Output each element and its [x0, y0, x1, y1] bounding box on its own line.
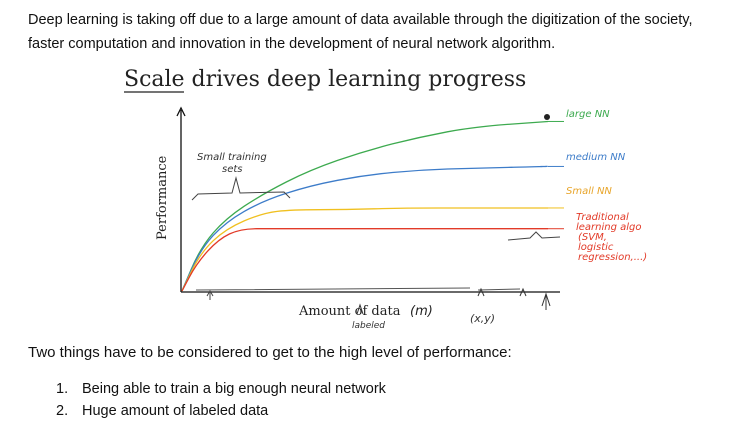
caret-mark	[356, 303, 364, 315]
series-line-1	[181, 165, 549, 292]
label-large-nn: large NN	[566, 109, 610, 120]
summary-item-2: 2. Huge amount of labeled data	[56, 400, 386, 422]
small-training-brace	[191, 176, 291, 201]
chart-title: Scale drives deep learning progress	[124, 67, 526, 92]
summary-heading: Two things have to be considered to get …	[28, 344, 512, 361]
series-line-3	[181, 228, 548, 292]
intro-text: Deep learning is taking off due to a lar…	[28, 8, 740, 56]
x-axis-label: Amount of data	[298, 304, 401, 319]
summary-item-1: 1. Being able to train a big enough neura…	[56, 378, 386, 400]
label-medium-nn: medium NN	[566, 152, 626, 163]
data-arrows	[477, 287, 551, 310]
label-small-nn: Small NN	[566, 186, 612, 197]
intro-line-2: faster computation and innovation in the…	[28, 36, 556, 52]
small-training-annotation: Small training sets	[197, 152, 270, 175]
summary-item-2-text: Huge amount of labeled data	[82, 403, 269, 419]
x-axis-subnote: labeled	[352, 321, 385, 331]
label-traditional-line-1: Traditional	[576, 212, 629, 223]
y-axis-arrow	[176, 106, 186, 117]
series-labels: large NN medium NN Small NN Traditional …	[566, 109, 647, 263]
label-traditional-line-3: (SVM,	[578, 232, 607, 243]
xy-annotation: (x,y)	[470, 312, 495, 325]
small-data-arrow	[206, 290, 214, 297]
small-training-line-2: sets	[222, 164, 243, 175]
summary-item-2-number: 2.	[56, 403, 69, 419]
summary-list: 1. Being able to train a big enough neura…	[56, 378, 386, 422]
label-traditional-line-4: logistic	[578, 242, 614, 253]
label-traditional-line-2: learning algo	[576, 222, 642, 233]
label-traditional: Traditional learning algo (SVM, logistic…	[576, 212, 647, 263]
traditional-brace	[507, 231, 561, 241]
series-line-2	[181, 207, 548, 292]
label-traditional-line-5: regression,...)	[578, 252, 647, 263]
series-layer	[181, 120, 564, 292]
small-training-line-1: Small training	[197, 152, 267, 163]
intro-line-1: Deep learning is taking off due to a lar…	[28, 12, 693, 28]
x-axis-note: (m)	[410, 304, 433, 319]
summary-item-1-number: 1.	[56, 381, 69, 397]
series-line-0	[181, 120, 549, 292]
summary-item-1-text: Being able to train a big enough neural …	[82, 381, 386, 397]
large-nn-endpoint	[544, 114, 550, 120]
data-range-stroke	[195, 287, 521, 291]
y-axis-label: Performance	[155, 155, 170, 240]
performance-chart: Scale drives deep learning progress Perf…	[124, 67, 647, 331]
